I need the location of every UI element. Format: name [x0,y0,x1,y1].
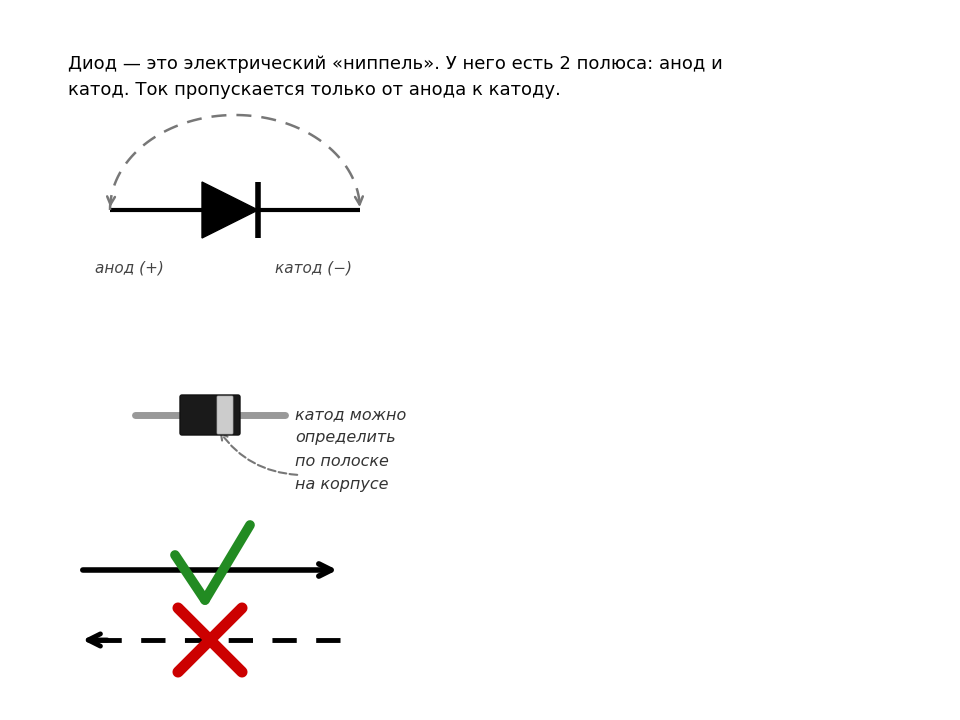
FancyBboxPatch shape [180,395,240,435]
Text: анод (+): анод (+) [95,260,164,275]
Text: Диод — это электрический «ниппель». У него есть 2 полюса: анод и
катод. Ток проп: Диод — это электрический «ниппель». У не… [68,55,723,99]
Text: катод (−): катод (−) [275,260,352,275]
FancyBboxPatch shape [217,396,233,434]
Text: катод можно
определить
по полоске
на корпусе: катод можно определить по полоске на кор… [295,407,406,492]
Polygon shape [202,182,258,238]
